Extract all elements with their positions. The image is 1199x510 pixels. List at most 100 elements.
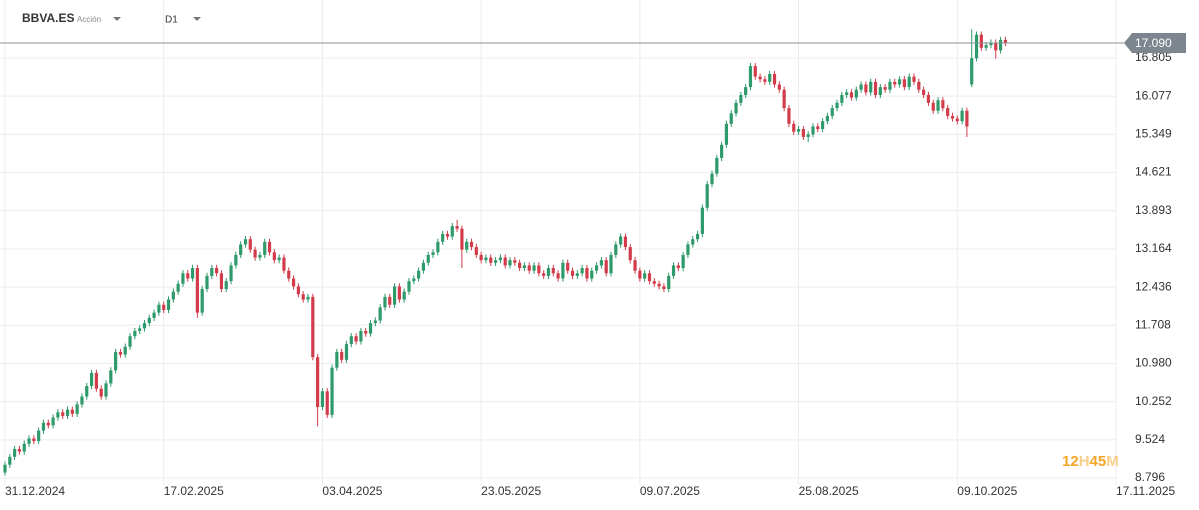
candle-body xyxy=(484,257,488,261)
candle-body xyxy=(570,270,575,276)
candle-body xyxy=(349,336,353,345)
candle-body xyxy=(686,244,690,255)
timeframe[interactable]: D1 xyxy=(165,15,178,26)
candle-body xyxy=(715,157,719,174)
symbol[interactable]: BBVA.ES xyxy=(22,11,74,25)
candle-body xyxy=(397,286,401,300)
candle-body xyxy=(46,422,50,426)
x-tick-label: 17.02.2025 xyxy=(164,484,224,498)
candle-body xyxy=(340,351,344,360)
candle-body xyxy=(13,448,17,457)
candle-body xyxy=(614,244,618,255)
candle-body xyxy=(354,336,358,342)
candle-body xyxy=(426,254,430,263)
candle-body xyxy=(825,115,830,122)
candle-body xyxy=(157,304,161,313)
candle-body xyxy=(566,262,570,271)
candle-body xyxy=(643,273,647,279)
candle-body xyxy=(171,291,175,300)
candle-body xyxy=(61,412,65,416)
candle-body xyxy=(195,268,199,313)
candle-body xyxy=(561,262,565,279)
watermark: 12H45M xyxy=(1062,453,1119,470)
candle-body xyxy=(734,102,738,114)
candle-body xyxy=(138,328,142,331)
candle-body xyxy=(51,417,55,426)
candle-body xyxy=(291,278,296,287)
candle-body xyxy=(243,239,248,245)
dropdown-arrow[interactable] xyxy=(113,17,121,21)
candle-body xyxy=(667,275,671,290)
candle-body xyxy=(546,268,551,276)
candle-body xyxy=(859,84,863,90)
candle-body xyxy=(638,270,642,279)
candle-body xyxy=(489,257,493,263)
candle-body xyxy=(989,42,993,46)
candle-body xyxy=(893,81,897,85)
candle-body xyxy=(80,396,84,405)
candle-body xyxy=(604,260,608,274)
candle-body xyxy=(907,76,911,88)
watermark-part: 45 xyxy=(1090,453,1107,470)
candle-body xyxy=(330,367,334,415)
candle-body xyxy=(960,110,964,122)
candle-body xyxy=(142,323,147,329)
candle-body xyxy=(830,108,834,116)
candle-body xyxy=(657,283,661,287)
candle-body xyxy=(392,286,397,305)
dropdown-arrow[interactable] xyxy=(193,17,201,21)
candle-body xyxy=(878,87,882,95)
candle-body xyxy=(705,184,709,208)
candle-body xyxy=(282,257,286,271)
candle-body xyxy=(75,404,79,414)
candle-body xyxy=(840,94,844,103)
candle-body xyxy=(926,94,931,103)
candle-body xyxy=(729,113,733,124)
candle-body xyxy=(527,265,531,271)
candle-body xyxy=(590,270,594,279)
candle-body xyxy=(253,249,257,258)
candle-body xyxy=(513,260,517,263)
candle-body xyxy=(407,281,411,292)
candle-body xyxy=(955,118,959,122)
candle-body xyxy=(753,66,757,77)
candle-body xyxy=(965,110,969,127)
x-tick-label: 25.08.2025 xyxy=(799,484,859,498)
candle-body xyxy=(133,330,137,337)
candle-body xyxy=(272,252,276,261)
candle-body xyxy=(619,236,623,245)
header[interactable]: BBVA.ES Acción D1 xyxy=(22,11,201,26)
candle-body xyxy=(768,73,772,82)
candle-body xyxy=(325,391,329,415)
candle-body xyxy=(441,233,445,242)
price-badge xyxy=(1124,33,1186,54)
candle-body xyxy=(364,330,368,334)
candle-body xyxy=(816,126,820,130)
candle-body xyxy=(854,89,858,98)
candle-body xyxy=(335,351,339,368)
y-tick-label: 11.708 xyxy=(1135,317,1171,331)
candle-body xyxy=(902,79,906,88)
candle-body xyxy=(56,412,60,418)
candle-body xyxy=(542,273,546,276)
candle-body xyxy=(258,254,262,258)
candle-body xyxy=(176,283,180,292)
candle-body xyxy=(518,262,522,269)
candle-body xyxy=(974,34,979,59)
grid: 16.805 16.077 15.349 14.621 13.893 13.164 12.4… xyxy=(0,0,1175,498)
candle-body xyxy=(445,233,450,237)
candle-body xyxy=(787,108,791,124)
candle-body xyxy=(85,386,89,397)
candle-body xyxy=(311,296,315,358)
y-tick-label: 15.349 xyxy=(1135,127,1172,141)
candle-body xyxy=(378,307,382,321)
candle-body xyxy=(104,383,108,397)
x-tick-label: 03.04.2025 xyxy=(322,484,382,498)
candle-body xyxy=(994,42,998,51)
y-tick-label: 13.164 xyxy=(1135,241,1172,255)
instrument-kind: Acción xyxy=(77,15,101,24)
candle-body xyxy=(869,81,873,93)
candle-body xyxy=(676,265,680,269)
candle-body xyxy=(22,443,26,452)
